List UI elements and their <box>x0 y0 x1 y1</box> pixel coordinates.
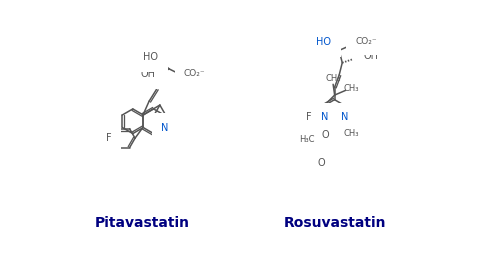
Text: N: N <box>321 113 328 122</box>
Text: CH₃: CH₃ <box>325 74 341 83</box>
Text: F: F <box>306 113 312 122</box>
Text: CO₂⁻: CO₂⁻ <box>355 38 377 47</box>
Text: OH: OH <box>363 51 378 61</box>
Text: N: N <box>331 133 338 143</box>
Text: H₃C: H₃C <box>299 135 314 144</box>
Text: CO₂⁻: CO₂⁻ <box>184 69 205 78</box>
Text: O: O <box>322 130 329 140</box>
Text: O: O <box>318 158 325 168</box>
Text: HO: HO <box>316 37 331 47</box>
Text: N: N <box>161 123 169 133</box>
Text: CH₃: CH₃ <box>344 129 359 138</box>
Text: HO: HO <box>143 52 158 62</box>
Text: Pitavastatin: Pitavastatin <box>95 216 190 230</box>
Text: CH₃: CH₃ <box>344 84 360 93</box>
Text: S: S <box>320 144 327 154</box>
Text: OH: OH <box>140 69 155 79</box>
Text: N: N <box>341 113 348 122</box>
Text: F: F <box>106 133 112 143</box>
Text: Rosuvastatin: Rosuvastatin <box>283 216 386 230</box>
